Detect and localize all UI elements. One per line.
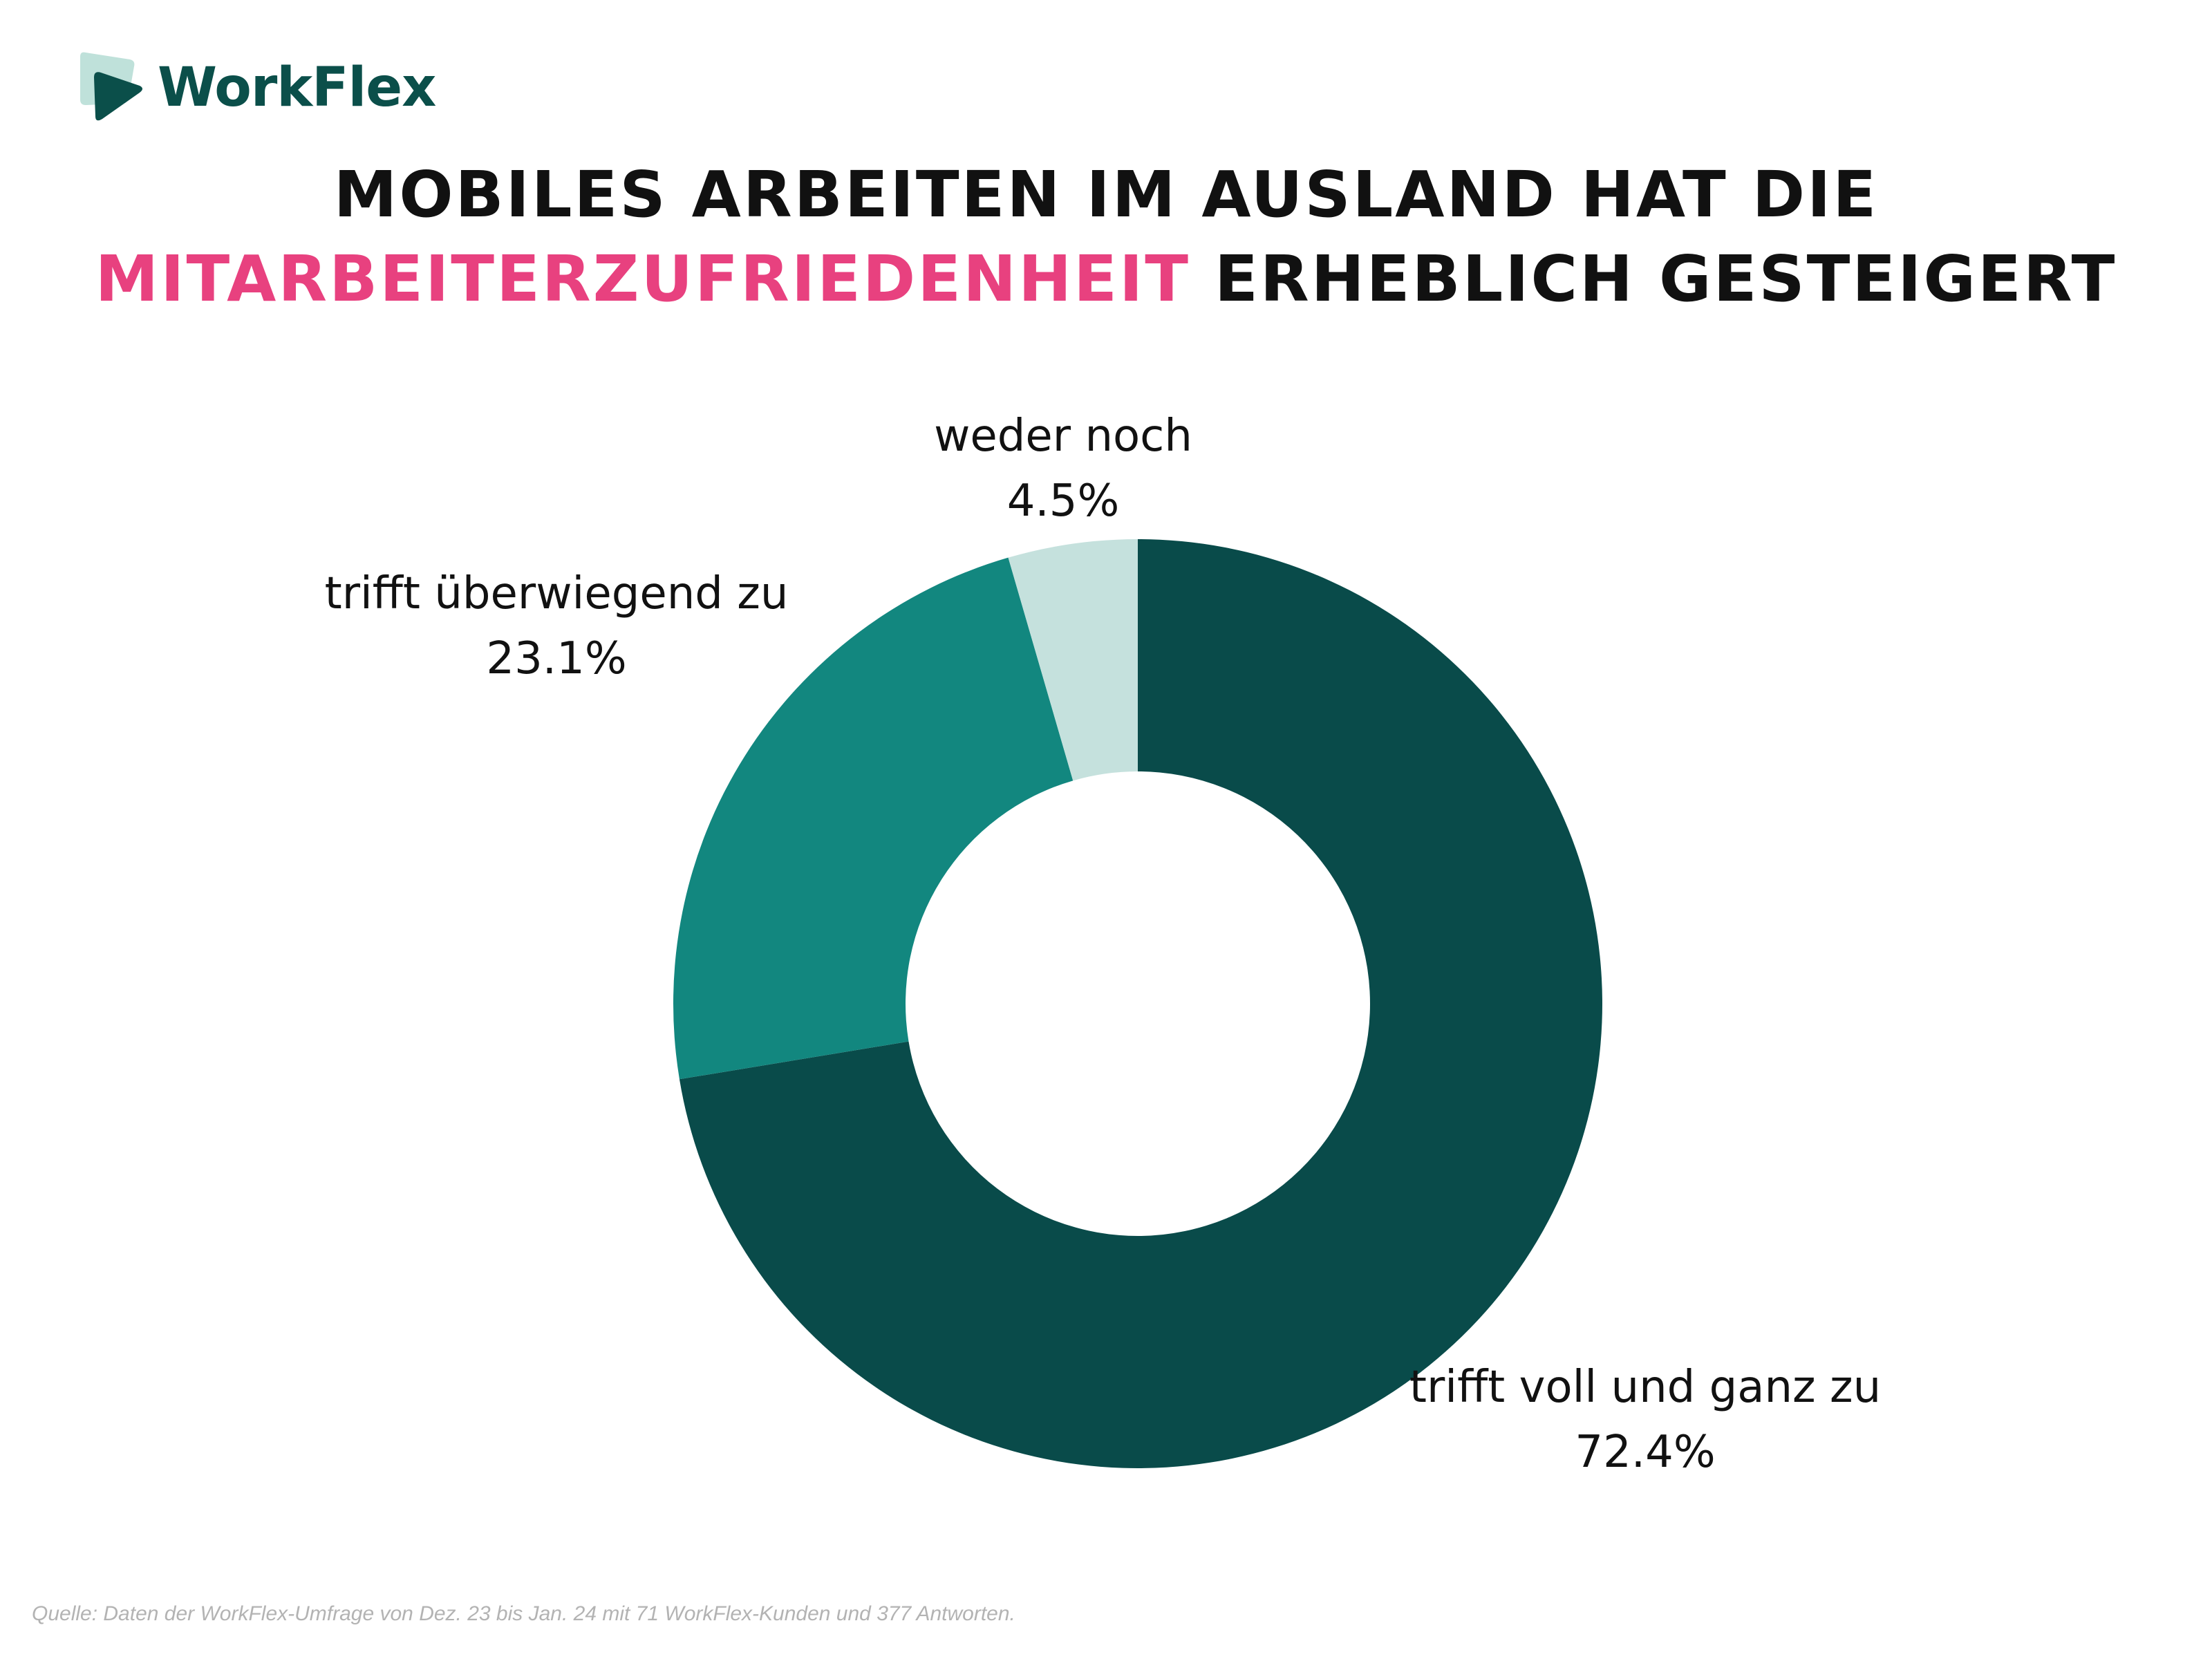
donut-slice-weder-noch: [1008, 539, 1138, 781]
slice-label-trifft-ueberwiegend-zu: trifft überwiegend zu 23.1%: [325, 561, 789, 691]
slice-value-label: 23.1%: [486, 633, 627, 684]
donut-slice-trifft-ueberwiegend-zu: [673, 557, 1074, 1080]
slice-label-trifft-voll-und-ganz-zu: trifft voll und ganz zu 72.4%: [1409, 1355, 1881, 1485]
workflex-logo: WorkFlex: [76, 50, 436, 126]
slice-value-label: 4.5%: [1006, 476, 1120, 527]
slice-label-text: trifft überwiegend zu: [324, 568, 789, 619]
slice-label-weder-noch: weder noch 4.5%: [934, 404, 1192, 534]
source-note: Quelle: Daten der WorkFlex-Umfrage von D…: [32, 1602, 1015, 1625]
workflex-logo-icon: [80, 52, 142, 121]
slice-label-text: weder noch: [934, 411, 1192, 462]
slice-value-label: 72.4%: [1575, 1427, 1716, 1478]
title-line-2-rest: ERHEBLICH GESTEIGERT: [1215, 242, 2117, 316]
title-line-1: MOBILES ARBEITEN IM AUSLAND HAT DIE: [333, 158, 1879, 232]
donut-slice-trifft-voll-und-ganz-zu: [679, 539, 1603, 1468]
slice-label-text: trifft voll und ganz zu: [1409, 1362, 1882, 1413]
title-highlight: MITARBEITERZUFRIEDENHEIT: [95, 242, 1190, 316]
title-line-2: MITARBEITERZUFRIEDENHEIT ERHEBLICH GESTE…: [0, 242, 2212, 316]
workflex-logo-text: WorkFlex: [158, 57, 436, 119]
